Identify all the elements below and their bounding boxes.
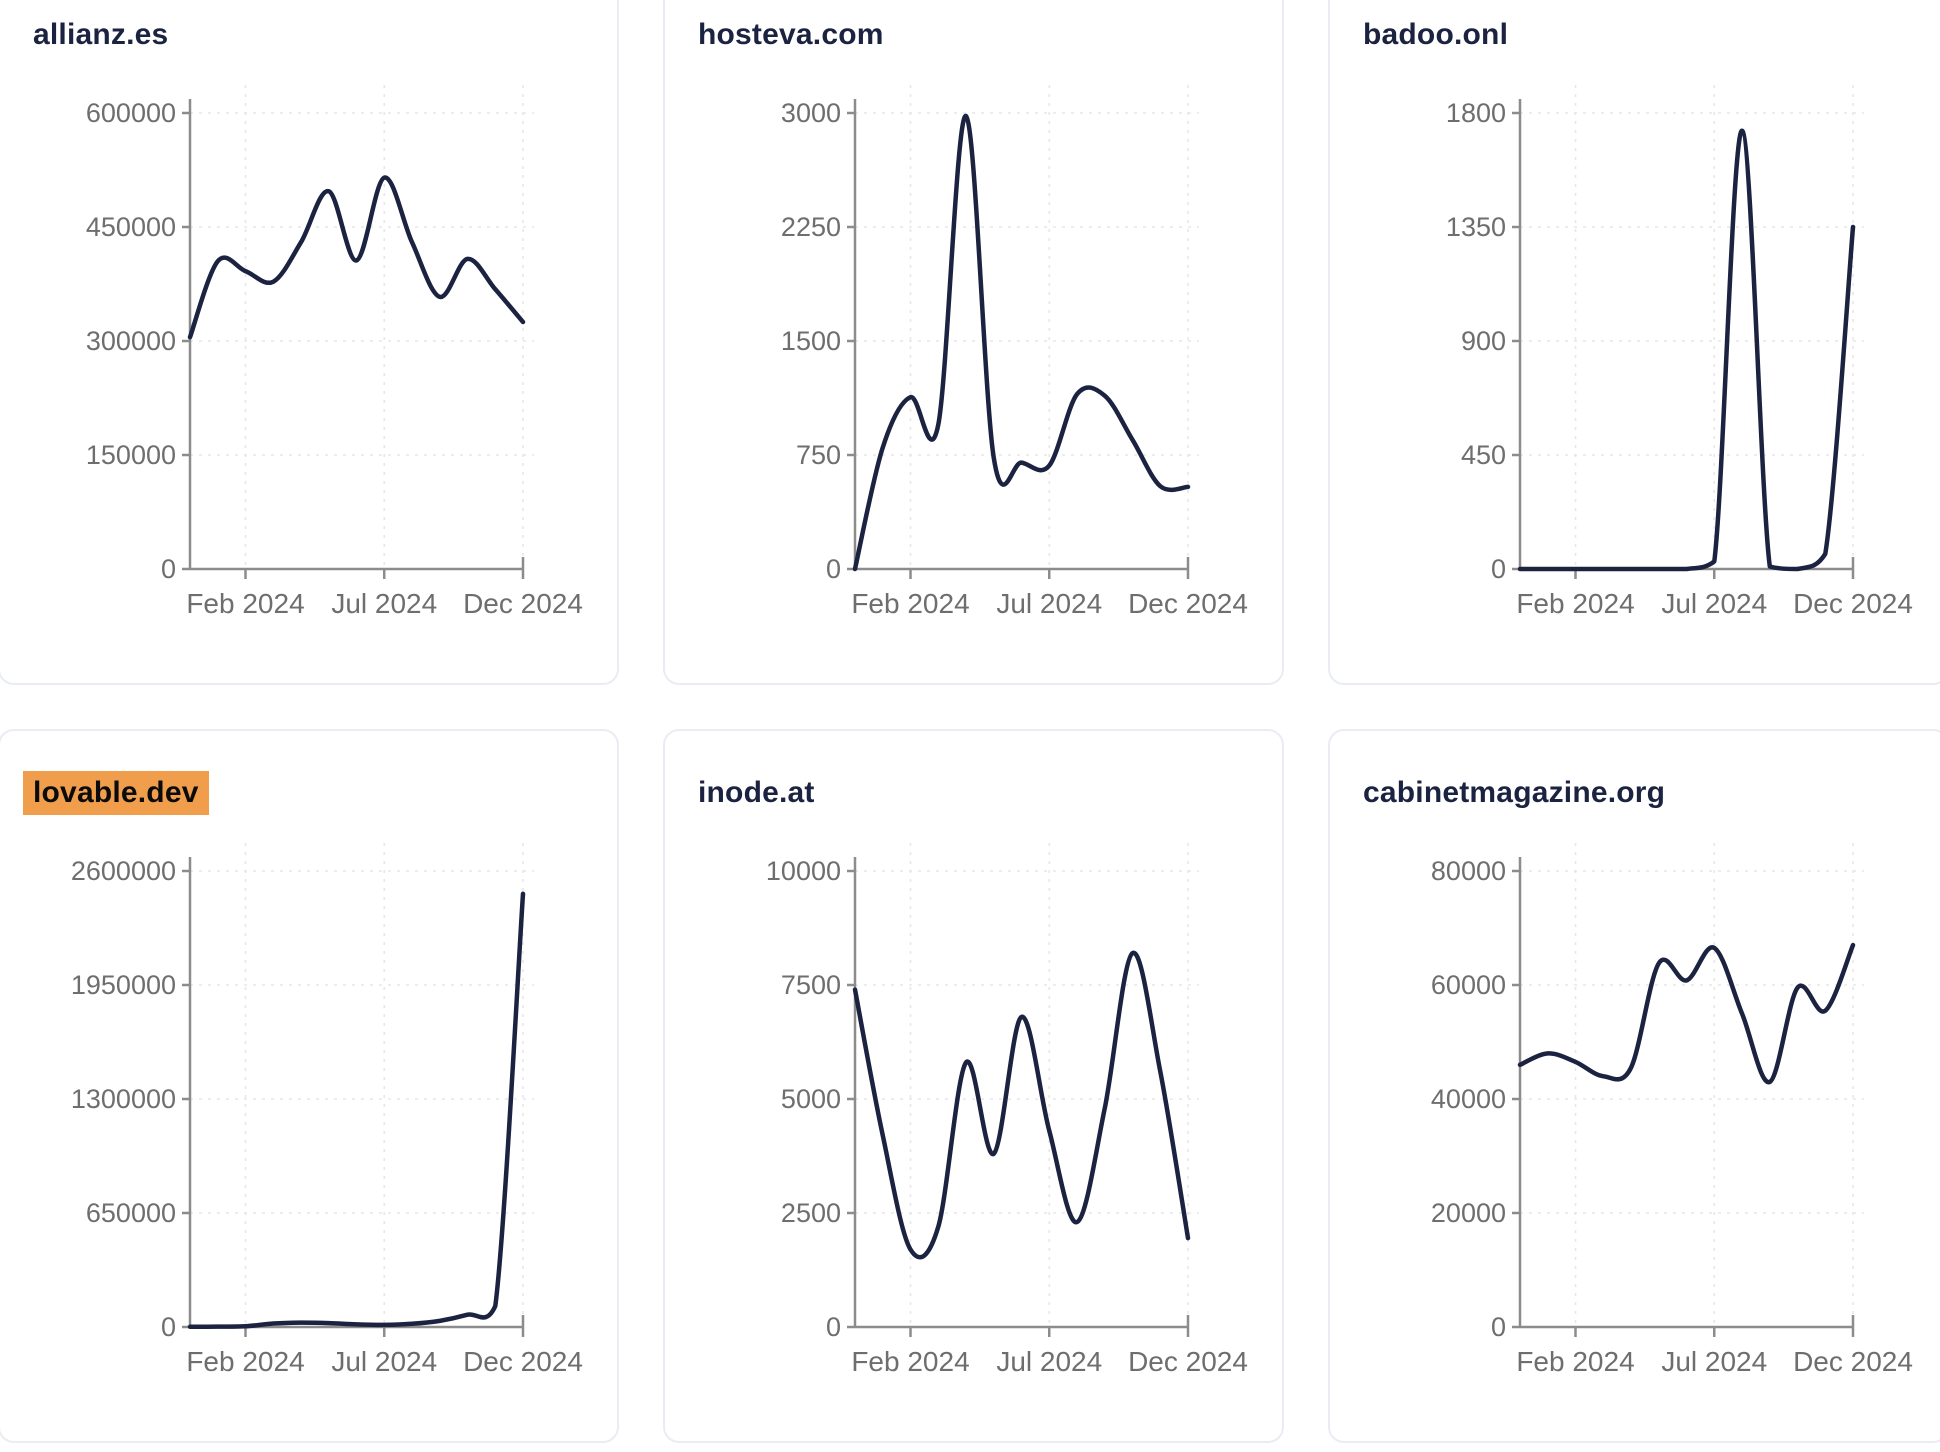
chart-card-allianz-es: allianz.es 0 150000 300000 450000 600000 Feb … [0, 0, 619, 685]
svg-text:Jul 2024: Jul 2024 [331, 588, 437, 619]
chart-card-inode-at: inode.at 0 2500 5000 7500 10000 Feb 2024 Jul 2… [663, 729, 1284, 1443]
svg-text:Jul 2024: Jul 2024 [1661, 588, 1767, 619]
svg-text:600000: 600000 [86, 98, 176, 128]
chart-title-allianz-es: allianz.es [33, 18, 169, 51]
svg-text:2600000: 2600000 [71, 856, 176, 886]
svg-text:0: 0 [826, 1312, 841, 1342]
svg-text:0: 0 [826, 554, 841, 584]
svg-text:Feb 2024: Feb 2024 [851, 588, 969, 619]
chart-card-lovable-dev: lovable.dev 0 650000 1300000 1950000 2600000… [0, 729, 619, 1443]
line-chart-inode-at: 0 2500 5000 7500 10000 Feb 2024 Jul 2024 Dec 20… [766, 843, 1248, 1377]
svg-text:20000: 20000 [1431, 1198, 1506, 1228]
svg-text:750: 750 [796, 440, 841, 470]
svg-text:5000: 5000 [781, 1084, 841, 1114]
svg-text:Feb 2024: Feb 2024 [186, 588, 304, 619]
svg-text:0: 0 [161, 1312, 176, 1342]
line-chart-lovable-dev: 0 650000 1300000 1950000 2600000 Feb 2024 Jul … [71, 843, 583, 1377]
svg-text:450000: 450000 [86, 212, 176, 242]
svg-text:650000: 650000 [86, 1198, 176, 1228]
line-chart-hosteva-com: 0 750 1500 2250 3000 Feb 2024 Jul 2024 Dec 2024 [781, 85, 1248, 619]
svg-text:2500: 2500 [781, 1198, 841, 1228]
svg-text:Dec 2024: Dec 2024 [1128, 1346, 1248, 1377]
svg-text:450: 450 [1461, 440, 1506, 470]
chart-card-cabinetmagazine-org: cabinetmagazine.org 0 20000 40000 60000 8000… [1328, 729, 1940, 1443]
line-chart-cabinetmagazine-org: 0 20000 40000 60000 80000 Feb 2024 Jul 2024 Dec… [1431, 843, 1913, 1377]
line-chart-badoo-onl: 0 450 900 1350 1800 Feb 2024 Jul 2024 Dec 2024 [1446, 85, 1913, 619]
svg-text:1950000: 1950000 [71, 970, 176, 1000]
svg-text:10000: 10000 [766, 856, 841, 886]
svg-text:0: 0 [1491, 554, 1506, 584]
chart-title-hosteva-com: hosteva.com [698, 18, 884, 51]
svg-text:1500: 1500 [781, 326, 841, 356]
svg-text:40000: 40000 [1431, 1084, 1506, 1114]
svg-text:300000: 300000 [86, 326, 176, 356]
svg-text:60000: 60000 [1431, 970, 1506, 1000]
svg-text:1300000: 1300000 [71, 1084, 176, 1114]
svg-text:Dec 2024: Dec 2024 [1793, 588, 1913, 619]
chart-title-badoo-onl: badoo.onl [1363, 18, 1509, 51]
svg-text:Feb 2024: Feb 2024 [186, 1346, 304, 1377]
svg-text:Jul 2024: Jul 2024 [331, 1346, 437, 1377]
chart-title-inode-at: inode.at [698, 776, 815, 809]
svg-text:Jul 2024: Jul 2024 [996, 1346, 1102, 1377]
chart-title-lovable-dev-highlighted: lovable.dev [23, 771, 209, 815]
svg-text:150000: 150000 [86, 440, 176, 470]
svg-text:900: 900 [1461, 326, 1506, 356]
chart-card-badoo-onl: badoo.onl 0 450 900 1350 1800 Feb 2024 Jul 202… [1328, 0, 1940, 685]
svg-text:Dec 2024: Dec 2024 [463, 588, 583, 619]
chart-card-hosteva-com: hosteva.com 0 750 1500 2250 3000 Feb 2024 Jul … [663, 0, 1284, 685]
svg-text:1800: 1800 [1446, 98, 1506, 128]
svg-text:Feb 2024: Feb 2024 [1516, 1346, 1634, 1377]
svg-text:Jul 2024: Jul 2024 [1661, 1346, 1767, 1377]
svg-text:Feb 2024: Feb 2024 [851, 1346, 969, 1377]
svg-text:80000: 80000 [1431, 856, 1506, 886]
svg-text:2250: 2250 [781, 212, 841, 242]
svg-text:3000: 3000 [781, 98, 841, 128]
svg-text:Dec 2024: Dec 2024 [1793, 1346, 1913, 1377]
chart-title-cabinetmagazine-org: cabinetmagazine.org [1363, 776, 1666, 809]
svg-text:Jul 2024: Jul 2024 [996, 588, 1102, 619]
svg-text:0: 0 [1491, 1312, 1506, 1342]
line-chart-allianz-es: 0 150000 300000 450000 600000 Feb 2024 Jul 202… [86, 85, 583, 619]
svg-text:Dec 2024: Dec 2024 [463, 1346, 583, 1377]
svg-text:7500: 7500 [781, 970, 841, 1000]
svg-text:Feb 2024: Feb 2024 [1516, 588, 1634, 619]
svg-text:Dec 2024: Dec 2024 [1128, 588, 1248, 619]
svg-text:0: 0 [161, 554, 176, 584]
svg-text:1350: 1350 [1446, 212, 1506, 242]
